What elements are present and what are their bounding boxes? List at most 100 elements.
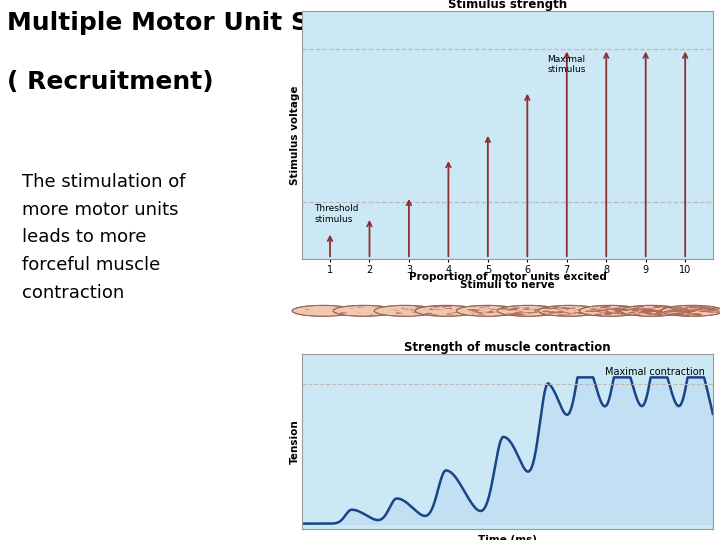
Circle shape xyxy=(298,308,305,309)
Circle shape xyxy=(594,314,601,316)
Circle shape xyxy=(356,308,363,310)
Circle shape xyxy=(432,312,439,313)
Circle shape xyxy=(605,309,612,310)
Circle shape xyxy=(606,309,613,310)
Circle shape xyxy=(590,310,598,312)
Circle shape xyxy=(600,307,607,308)
Circle shape xyxy=(486,307,493,308)
Circle shape xyxy=(647,309,654,310)
Circle shape xyxy=(657,309,664,310)
Circle shape xyxy=(562,309,569,310)
Circle shape xyxy=(621,309,629,311)
Circle shape xyxy=(520,312,527,313)
Circle shape xyxy=(603,312,611,313)
Circle shape xyxy=(351,309,358,310)
Circle shape xyxy=(424,308,431,309)
Circle shape xyxy=(649,309,657,310)
Circle shape xyxy=(485,312,491,313)
Circle shape xyxy=(568,307,575,308)
Circle shape xyxy=(696,306,703,308)
Circle shape xyxy=(631,310,639,312)
Circle shape xyxy=(638,312,645,313)
Circle shape xyxy=(629,309,636,310)
Circle shape xyxy=(590,308,598,310)
Circle shape xyxy=(376,308,382,309)
Circle shape xyxy=(645,310,652,311)
Circle shape xyxy=(517,314,524,315)
Circle shape xyxy=(686,310,693,312)
Circle shape xyxy=(456,310,463,311)
Circle shape xyxy=(451,309,459,310)
Circle shape xyxy=(301,310,308,312)
Circle shape xyxy=(621,314,628,315)
Circle shape xyxy=(605,313,612,314)
Circle shape xyxy=(386,312,392,314)
Circle shape xyxy=(474,308,481,309)
Circle shape xyxy=(517,311,524,313)
Circle shape xyxy=(606,309,613,310)
Circle shape xyxy=(469,312,477,313)
Circle shape xyxy=(348,309,355,310)
Circle shape xyxy=(708,308,716,309)
Circle shape xyxy=(522,310,529,312)
Circle shape xyxy=(522,307,529,309)
Circle shape xyxy=(490,309,497,310)
Circle shape xyxy=(526,310,532,311)
Circle shape xyxy=(685,307,692,308)
Circle shape xyxy=(464,310,471,312)
Circle shape xyxy=(556,312,562,313)
Circle shape xyxy=(431,310,438,312)
Circle shape xyxy=(521,313,528,314)
Circle shape xyxy=(610,306,617,307)
Circle shape xyxy=(361,309,368,310)
Circle shape xyxy=(364,314,372,315)
Circle shape xyxy=(495,307,502,308)
Circle shape xyxy=(400,310,406,311)
Circle shape xyxy=(377,308,384,309)
Circle shape xyxy=(633,308,640,309)
Circle shape xyxy=(570,312,577,313)
Circle shape xyxy=(436,309,443,310)
Circle shape xyxy=(590,311,597,313)
Circle shape xyxy=(654,306,662,307)
Circle shape xyxy=(449,310,456,311)
Circle shape xyxy=(668,310,675,312)
Circle shape xyxy=(515,310,522,312)
Circle shape xyxy=(392,307,399,308)
Circle shape xyxy=(483,310,490,311)
Circle shape xyxy=(362,311,369,312)
Circle shape xyxy=(577,309,584,310)
Circle shape xyxy=(698,308,706,309)
Circle shape xyxy=(523,311,531,312)
Circle shape xyxy=(526,309,533,311)
Circle shape xyxy=(333,312,341,314)
Circle shape xyxy=(526,309,534,311)
Circle shape xyxy=(539,305,600,316)
Circle shape xyxy=(356,310,363,312)
Circle shape xyxy=(511,309,518,310)
Circle shape xyxy=(535,309,542,310)
Circle shape xyxy=(322,308,329,309)
Circle shape xyxy=(487,315,494,316)
Circle shape xyxy=(607,310,613,311)
Circle shape xyxy=(367,311,374,312)
Circle shape xyxy=(350,307,357,309)
Circle shape xyxy=(510,308,518,310)
Circle shape xyxy=(343,314,350,315)
Circle shape xyxy=(651,310,658,311)
Circle shape xyxy=(402,307,410,309)
Circle shape xyxy=(416,310,423,312)
Circle shape xyxy=(392,310,400,312)
Circle shape xyxy=(435,311,442,312)
Circle shape xyxy=(708,308,715,310)
Circle shape xyxy=(662,308,669,310)
Circle shape xyxy=(355,309,361,310)
Circle shape xyxy=(481,307,488,308)
Circle shape xyxy=(582,310,589,312)
Circle shape xyxy=(670,313,678,314)
Circle shape xyxy=(452,309,459,311)
Circle shape xyxy=(425,313,432,314)
Circle shape xyxy=(618,310,625,312)
Circle shape xyxy=(560,309,567,310)
Circle shape xyxy=(705,308,711,309)
